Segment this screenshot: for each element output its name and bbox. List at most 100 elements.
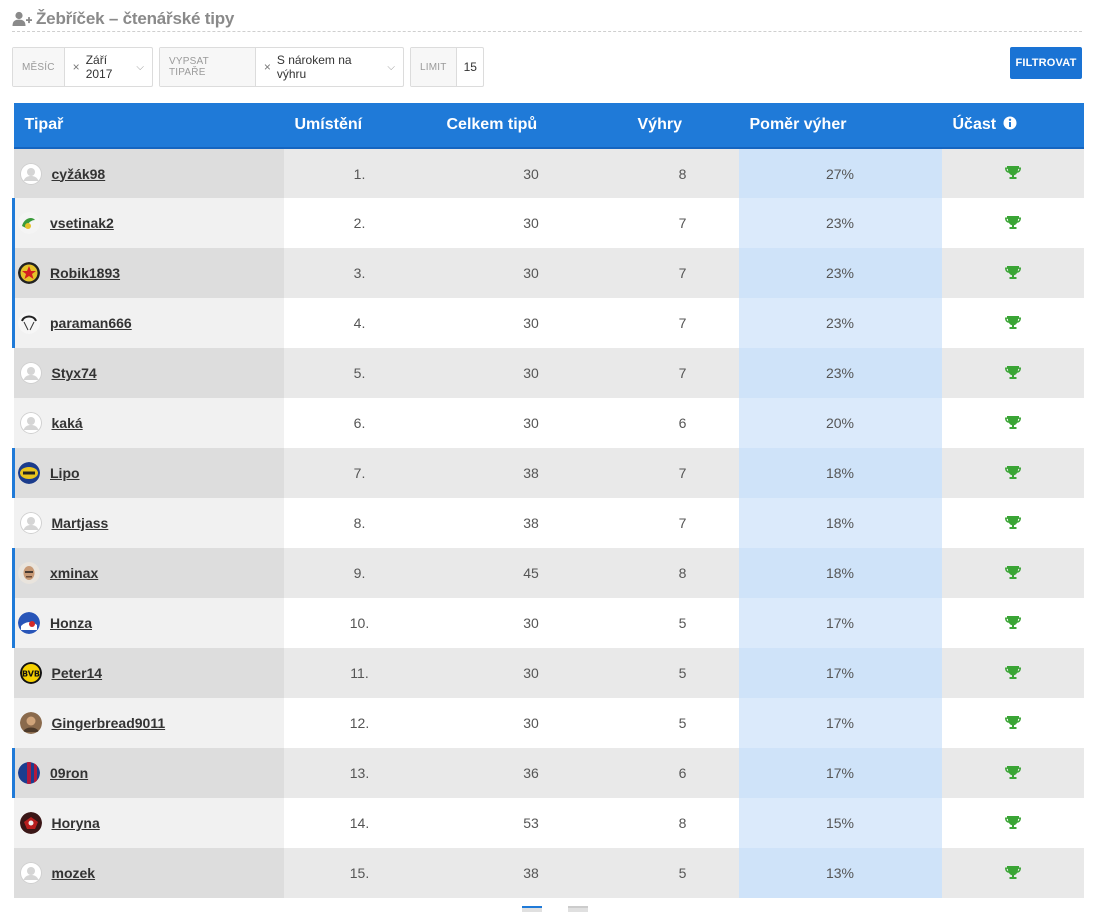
rank-cell: 3. [283,248,436,298]
participation-cell [941,398,1084,448]
tippers-filter-label: Vypsat tipaře [160,48,256,86]
rank-cell: 13. [283,748,436,798]
column-header-participation[interactable]: Účast [941,103,1084,149]
tipper-cell: Robik1893 [12,248,284,298]
avatar [18,462,40,484]
column-header-ratio[interactable]: Poměr výher [738,103,942,149]
avatar [18,612,40,634]
total-tips-cell: 36 [435,748,627,798]
tipper-cell: mozek [13,848,284,898]
tipper-cell: BVB Peter14 [13,648,284,698]
month-filter[interactable]: Měsíc × Září 2017 ⌵ [12,47,153,87]
wins-cell: 7 [626,298,739,348]
avatar [18,562,40,584]
tipper-name-link[interactable]: Martjass [51,515,109,531]
column-header-rank[interactable]: Umístění [283,103,436,149]
tipper-name-link[interactable]: Horyna [51,815,100,831]
rank-cell: 9. [283,548,436,598]
rank-cell: 10. [283,598,436,648]
table-row: mozek 15. 38 5 13% [13,848,1084,898]
leaderboard-table: Tipař Umístění Celkem tipů Výhry Poměr v… [12,103,1084,898]
tipper-name-link[interactable]: mozek [51,865,96,881]
participation-cell [941,748,1084,798]
column-header-tipper[interactable]: Tipař [13,103,284,149]
tipper-name-link[interactable]: vsetinak2 [50,215,114,231]
trophy-icon [1004,663,1022,681]
table-row: 09ron 13. 36 6 17% [12,748,1084,798]
table-row: Martjass 8. 38 7 18% [13,498,1084,548]
month-filter-label: Měsíc [13,48,65,86]
filter-button[interactable]: FILTROVAT [1010,47,1082,79]
win-ratio-cell: 13% [738,848,942,898]
participation-cell [941,348,1084,398]
tipper-name-link[interactable]: Honza [50,615,92,631]
wins-cell: 6 [626,748,739,798]
avatar [19,162,42,185]
avatar [19,862,42,884]
column-header-total[interactable]: Celkem tipů [435,103,627,149]
participation-cell [941,198,1084,248]
trophy-icon [1004,263,1022,281]
wins-cell: 8 [626,548,739,598]
column-header-wins[interactable]: Výhry [626,103,739,149]
table-row: vsetinak2 2. 30 7 23% [12,198,1084,248]
clear-tippers-icon[interactable]: × [263,60,271,74]
tipper-name-link[interactable]: xminax [50,565,99,581]
pagination-active[interactable] [522,906,542,912]
win-ratio-cell: 17% [738,598,942,648]
limit-filter: Limit [410,47,484,87]
win-ratio-cell: 23% [738,298,942,348]
wins-cell: 5 [626,698,739,748]
win-ratio-cell: 23% [738,248,942,298]
rank-cell: 15. [283,848,436,898]
table-row: Styx74 5. 30 7 23% [13,348,1084,398]
total-tips-cell: 30 [435,148,627,198]
tipper-cell: 09ron [12,748,284,798]
tipper-cell: cyžák98 [13,148,284,198]
table-row: Gingerbread9011 12. 30 5 17% [13,698,1084,748]
tippers-filter[interactable]: Vypsat tipaře × S nárokem na výhru ⌵ [159,47,404,87]
total-tips-cell: 38 [435,448,627,498]
table-row: cyžák98 1. 30 8 27% [13,148,1084,198]
total-tips-cell: 30 [435,398,627,448]
tipper-cell: Styx74 [13,348,284,398]
wins-cell: 6 [626,398,739,448]
tippers-filter-value: S nárokem na výhru [276,53,352,81]
participation-cell [941,648,1084,698]
trophy-icon [1004,413,1022,431]
pagination-next[interactable] [568,906,588,912]
tipper-name-link[interactable]: 09ron [50,765,89,781]
tipper-name-link[interactable]: kaká [51,415,83,431]
tipper-name-link[interactable]: cyžák98 [51,165,106,182]
table-row: Horyna 14. 53 8 15% [13,798,1084,848]
win-ratio-cell: 17% [738,748,942,798]
page-header: Žebříček – čtenářské tipy [12,6,1082,32]
tipper-name-link[interactable]: Robik1893 [50,265,121,281]
tipper-name-link[interactable]: Styx74 [51,365,97,381]
participation-cell [941,248,1084,298]
rank-cell: 1. [283,148,436,198]
tipper-name-link[interactable]: Peter14 [51,665,103,681]
table-row: Honza 10. 30 5 17% [12,598,1084,648]
trophy-icon [1004,313,1022,331]
trophy-icon [1004,163,1022,181]
tipper-cell: Lipo [12,448,284,498]
participation-cell [941,448,1084,498]
total-tips-cell: 30 [435,698,627,748]
table-row: kaká 6. 30 6 20% [13,398,1084,448]
chevron-down-icon[interactable]: ⌵ [387,61,395,73]
tipper-name-link[interactable]: paraman666 [50,315,132,331]
tipper-name-link[interactable]: Lipo [50,465,80,481]
avatar [19,812,42,834]
info-icon[interactable] [1003,116,1017,130]
rank-cell: 5. [283,348,436,398]
total-tips-cell: 30 [435,648,627,698]
tipper-name-link[interactable]: Gingerbread9011 [51,715,166,731]
limit-input[interactable] [456,49,481,85]
trophy-icon [1004,613,1022,631]
clear-month-icon[interactable]: × [72,60,80,74]
table-row: paraman666 4. 30 7 23% [12,298,1084,348]
avatar [18,212,40,234]
chevron-down-icon[interactable]: ⌵ [136,61,144,73]
win-ratio-cell: 17% [738,698,942,748]
